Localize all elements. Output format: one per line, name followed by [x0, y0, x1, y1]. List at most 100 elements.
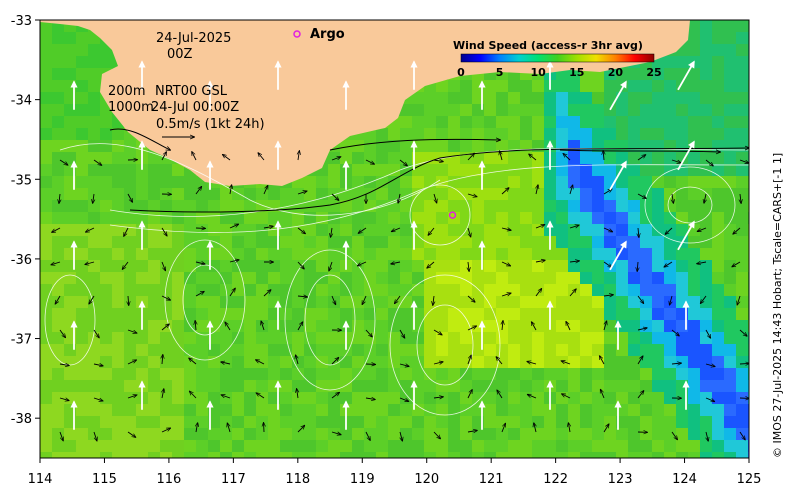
field-cell [700, 380, 712, 392]
field-cell [688, 404, 700, 416]
field-cell [352, 428, 364, 440]
field-cell [52, 248, 64, 260]
field-cell [664, 332, 676, 344]
field-cell [724, 344, 736, 356]
field-cell [556, 404, 568, 416]
field-cell [64, 260, 76, 272]
field-cell [652, 452, 664, 458]
field-cell [724, 80, 736, 92]
field-cell [484, 236, 496, 248]
field-cell [640, 416, 652, 428]
field-cell [148, 392, 160, 404]
field-cell [376, 392, 388, 404]
field-cell [424, 440, 436, 452]
field-cell [748, 272, 749, 284]
field-cell [568, 356, 580, 368]
field-cell [496, 452, 508, 458]
field-cell [592, 92, 604, 104]
field-cell [640, 260, 652, 272]
field-cell [64, 380, 76, 392]
field-cell [232, 356, 244, 368]
field-cell [568, 200, 580, 212]
field-cell [112, 284, 124, 296]
current-vector [527, 362, 537, 364]
argo-float-marker[interactable] [448, 211, 457, 219]
field-cell [208, 272, 220, 284]
field-cell [508, 344, 520, 356]
field-cell [556, 116, 568, 128]
current-vector [192, 152, 197, 161]
field-cell [292, 200, 304, 212]
field-cell [532, 440, 544, 452]
field-cell [220, 224, 232, 236]
field-cell [184, 380, 196, 392]
field-cell [496, 116, 508, 128]
field-cell [64, 188, 76, 200]
current-vector [672, 193, 673, 203]
field-cell [664, 392, 676, 404]
field-cell [196, 188, 208, 200]
field-cell [568, 344, 580, 356]
current-vector [93, 397, 103, 401]
field-cell [508, 428, 520, 440]
field-cell [64, 212, 76, 224]
field-cell [460, 440, 472, 452]
current-vector [535, 260, 545, 262]
field-cell [580, 104, 592, 116]
field-cell [328, 320, 340, 332]
field-cell [724, 428, 736, 440]
field-cell [376, 380, 388, 392]
field-cell [304, 212, 316, 224]
field-cell [280, 320, 292, 332]
field-cell [100, 176, 112, 188]
field-cell [172, 356, 184, 368]
field-cell [604, 428, 616, 440]
field-cell [244, 260, 256, 272]
field-cell [364, 140, 376, 152]
field-cell [664, 440, 676, 452]
field-cell [100, 380, 112, 392]
field-cell [688, 128, 700, 140]
field-cell [160, 392, 172, 404]
field-cell [136, 428, 148, 440]
field-cell [268, 332, 280, 344]
current-vector [705, 397, 714, 401]
field-cell [376, 248, 388, 260]
field-cell [112, 308, 124, 320]
field-cell [724, 236, 736, 248]
current-vector [534, 423, 536, 433]
field-cell [700, 296, 712, 308]
field-cell [52, 188, 64, 200]
field-cell [112, 260, 124, 272]
field-cell [628, 308, 640, 320]
field-cell [520, 128, 532, 140]
field-cell [124, 224, 136, 236]
field-cell [664, 260, 676, 272]
field-cell [748, 56, 749, 68]
field-cell [208, 224, 220, 236]
field-cell [124, 344, 136, 356]
field-cell [568, 368, 580, 380]
field-cell [544, 356, 556, 368]
field-cell [544, 272, 556, 284]
field-cell [124, 260, 136, 272]
field-cell [748, 224, 749, 236]
current-vector [93, 364, 103, 366]
field-cell [304, 416, 316, 428]
field-cell [376, 344, 388, 356]
current-vector [331, 432, 341, 435]
field-cell [736, 200, 748, 212]
field-cell [676, 128, 688, 140]
field-cell [328, 452, 340, 458]
field-cell [688, 344, 700, 356]
field-cell [352, 344, 364, 356]
field-cell [244, 428, 256, 440]
field-cell [568, 320, 580, 332]
field-cell [220, 248, 232, 260]
field-cell [316, 296, 328, 308]
field-cell [676, 200, 688, 212]
field-cell [112, 428, 124, 440]
current-vector [399, 159, 407, 166]
field-cell [472, 92, 484, 104]
current-vector [85, 262, 95, 264]
